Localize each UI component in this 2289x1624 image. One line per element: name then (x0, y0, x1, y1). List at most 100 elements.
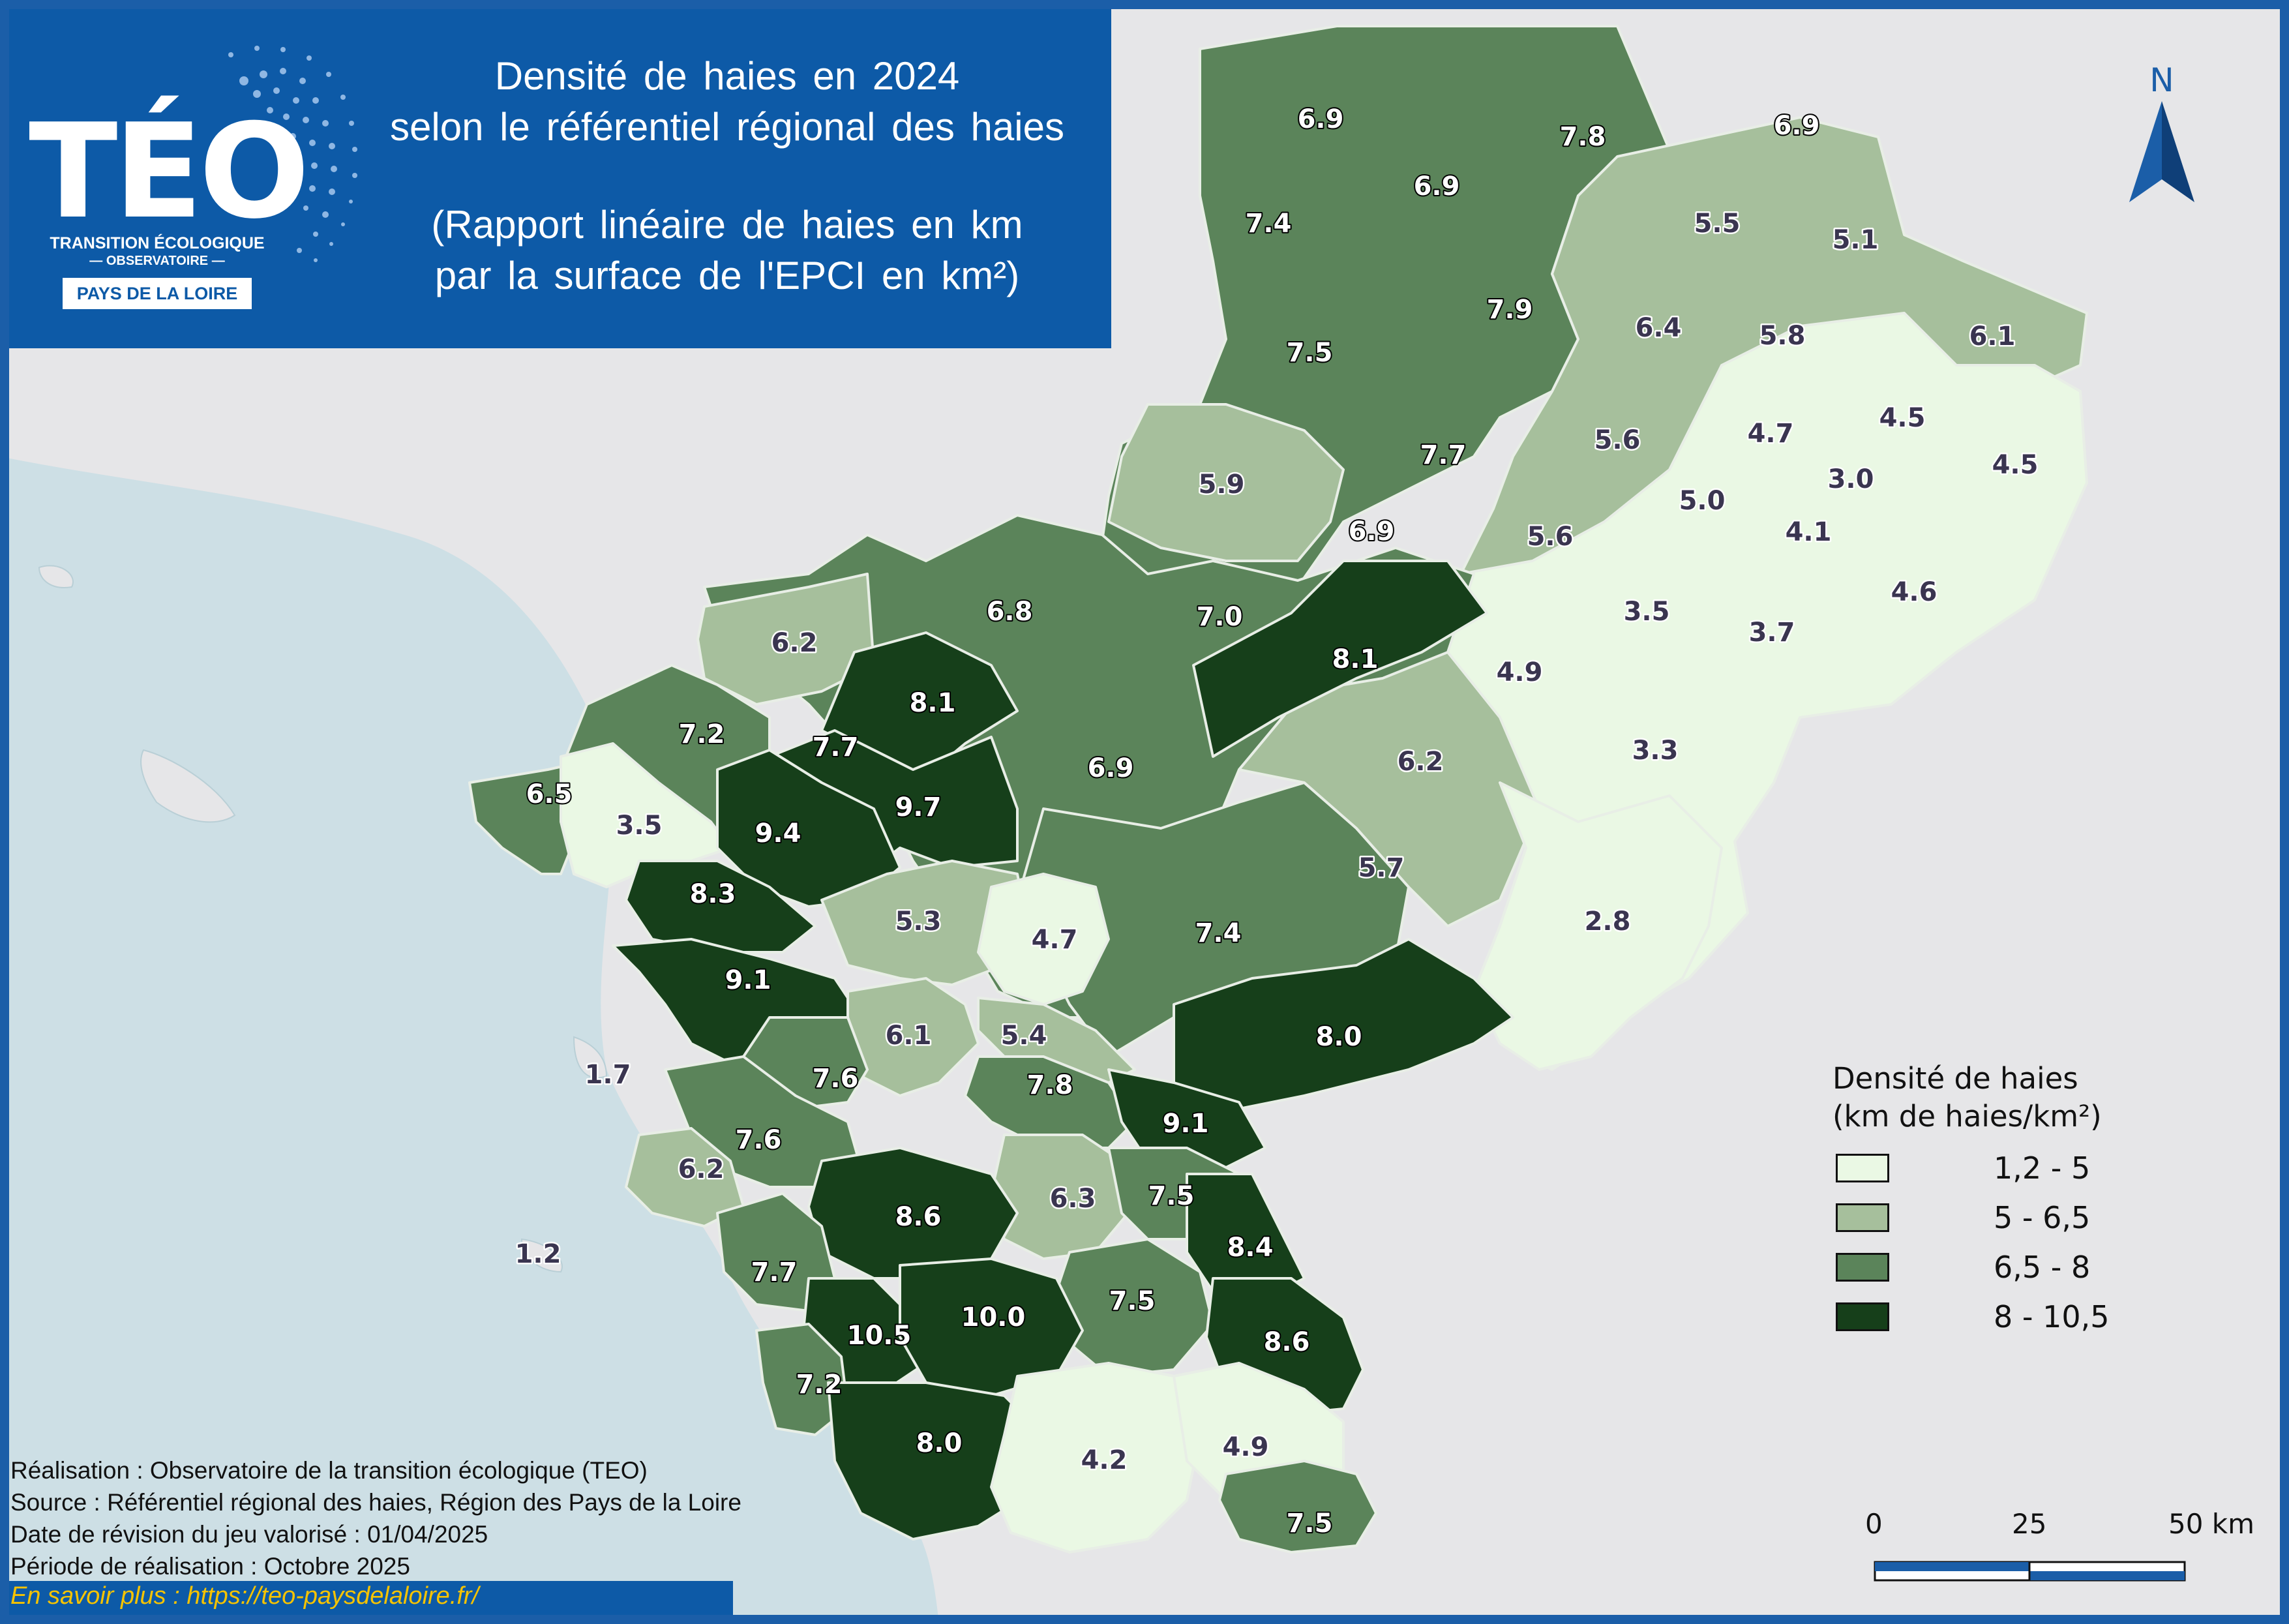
credit-line: Date de révision du jeu valorisé : 01/04… (10, 1521, 488, 1548)
epci-polygon (990, 1362, 1201, 1554)
epci-value-label: 4.6 (1891, 577, 1937, 607)
epci-value-label: 5.6 (1594, 425, 1641, 455)
epci-value-label: 4.5 (1879, 403, 1926, 433)
epci-value-label: 6.8 (987, 597, 1033, 627)
epci-value-label: 5.4 (1001, 1021, 1047, 1051)
legend-item: 1,2 - 5 (1833, 1143, 2198, 1193)
epci-value-label: 6.1 (1969, 322, 2016, 352)
epci-value-label: 6.9 (1088, 753, 1134, 783)
epci-value-label: 5.9 (1199, 470, 1245, 500)
epci-value-label: 5.1 (1833, 225, 1879, 255)
epci-polygon (1107, 403, 1345, 562)
scale-label-50: 50 km (2168, 1508, 2255, 1540)
epci-value-label: 5.6 (1527, 522, 1574, 552)
teo-logo-word: TÉO (29, 96, 310, 248)
epci-value-label: 6.9 (1414, 172, 1460, 202)
epci-value-label: 5.5 (1694, 209, 1741, 239)
atlantic-sea (0, 457, 939, 1624)
map-title-line1: Densité de haies en 2024 (494, 54, 960, 98)
epci-value-label: 9.7 (895, 792, 942, 822)
epci-value-label: 4.5 (1992, 450, 2039, 480)
legend-label: 1,2 - 5 (1994, 1150, 2091, 1186)
legend-label: 5 - 6,5 (1994, 1200, 2091, 1235)
epci-value-label: 1.7 (585, 1060, 631, 1090)
map-subtitle-line1: (Rapport linéaire de haies en km (431, 203, 1023, 247)
epci-value-label: 7.2 (679, 719, 725, 749)
teo-logo-subtitle: TRANSITION ÉCOLOGIQUE (50, 234, 265, 252)
credit-line: Période de réalisation : Octobre 2025 (10, 1553, 410, 1580)
epci-value-label: 6.5 (526, 779, 573, 809)
footer-link[interactable]: En savoir plus : https://teo-paysdelaloi… (10, 1582, 479, 1610)
legend-item: 5 - 6,5 (1833, 1193, 2198, 1242)
epci-value-label: 5.0 (1679, 486, 1726, 516)
epci-value-label: 10.0 (961, 1302, 1026, 1332)
epci-polygon (977, 873, 1110, 1006)
epci-value-label: 7.9 (1487, 295, 1533, 325)
epci-value-label: 6.2 (771, 628, 818, 658)
teo-logo-region: PAYS DE LA LOIRE (63, 278, 252, 309)
epci-value-label: 6.2 (1398, 747, 1444, 777)
legend-title: Densité de haies (1833, 1061, 2078, 1096)
scale-label-0: 0 (1865, 1508, 1883, 1540)
legend-item: 8 - 10,5 (1833, 1292, 2198, 1342)
epci-value-label: 6.9 (1349, 517, 1395, 547)
legend-item: 6,5 - 8 (1833, 1242, 2198, 1292)
epci-value-label: 2.8 (1585, 907, 1631, 937)
epci-value-label: 8.4 (1227, 1233, 1274, 1263)
epci-value-label: 8.6 (1264, 1327, 1310, 1357)
epci-value-label: 8.1 (910, 688, 956, 718)
credit-line: Source : Référentiel régional des haies,… (10, 1489, 741, 1516)
epci-value-label: 7.7 (1420, 440, 1467, 470)
footer-bar (9, 1581, 733, 1615)
legend-swatch (1836, 1203, 1889, 1232)
epci-polygon (1192, 560, 1488, 758)
epci-value-label: 3.5 (616, 811, 663, 841)
epci-value-label: 8.0 (916, 1428, 963, 1458)
epci-value-label: 6.4 (1636, 313, 1682, 343)
epci-polygon (1238, 651, 1540, 927)
map-title-line2: selon le référentiel régional des haies (390, 105, 1064, 149)
legend: Densité de haies (km de haies/km²) 1,2 -… (1833, 1060, 2198, 1342)
epci-value-label: 4.2 (1081, 1445, 1128, 1475)
epci-value-label: 7.5 (1287, 338, 1333, 368)
epci-value-label: 3.5 (1624, 597, 1670, 627)
epci-value-label: 7.6 (813, 1064, 859, 1094)
epci-value-label: 4.7 (1032, 925, 1078, 955)
epci-value-label: 8.3 (690, 879, 736, 909)
epci-value-label: 8.6 (895, 1202, 942, 1232)
coastal-islands (38, 565, 608, 1273)
north-arrow: N (2113, 61, 2211, 208)
epci-polygon (625, 860, 816, 954)
epci-value-label: 4.1 (1786, 517, 1832, 547)
epci-value-label: 9.1 (1163, 1109, 1209, 1139)
scale-bar (1874, 1561, 2186, 1582)
epci-value-label: 7.7 (813, 732, 859, 762)
epci-value-label: 3.3 (1632, 736, 1679, 766)
legend-label: 6,5 - 8 (1994, 1250, 2091, 1285)
epci-value-label: 7.5 (1287, 1509, 1333, 1539)
epci-value-label: 8.1 (1332, 644, 1379, 674)
epci-value-label: 7.5 (1109, 1286, 1156, 1316)
legend-label: 8 - 10,5 (1994, 1299, 2110, 1334)
epci-value-label: 5.8 (1759, 321, 1806, 351)
epci-value-label: 4.9 (1497, 657, 1543, 687)
region-epci-polygons (468, 25, 2088, 1554)
epci-polygon (1218, 1460, 1377, 1554)
epci-value-label: 7.4 (1246, 209, 1292, 239)
epci-value-label: 4.9 (1223, 1432, 1269, 1462)
epci-value-label: 3.0 (1828, 464, 1874, 494)
scale-label-25: 25 (2012, 1508, 2047, 1540)
north-label: N (2149, 62, 2174, 99)
epci-value-label: 5.7 (1358, 853, 1405, 883)
epci-value-label: 5.3 (895, 907, 942, 937)
epci-value-label: 4.7 (1748, 419, 1794, 449)
epci-value-label: 7.0 (1197, 602, 1243, 632)
legend-unit: (km de haies/km²) (1833, 1099, 2102, 1134)
legend-swatch (1836, 1154, 1889, 1182)
map-subtitle: (Rapport linéaire de haies en km par la … (365, 200, 1089, 301)
epci-value-label: 6.9 (1298, 104, 1344, 134)
teo-logo-subtitle-2: — OBSERVATOIRE — (89, 254, 225, 268)
credits: Réalisation : Observatoire de la transit… (10, 1454, 741, 1582)
epci-value-label: 10.5 (847, 1321, 912, 1351)
